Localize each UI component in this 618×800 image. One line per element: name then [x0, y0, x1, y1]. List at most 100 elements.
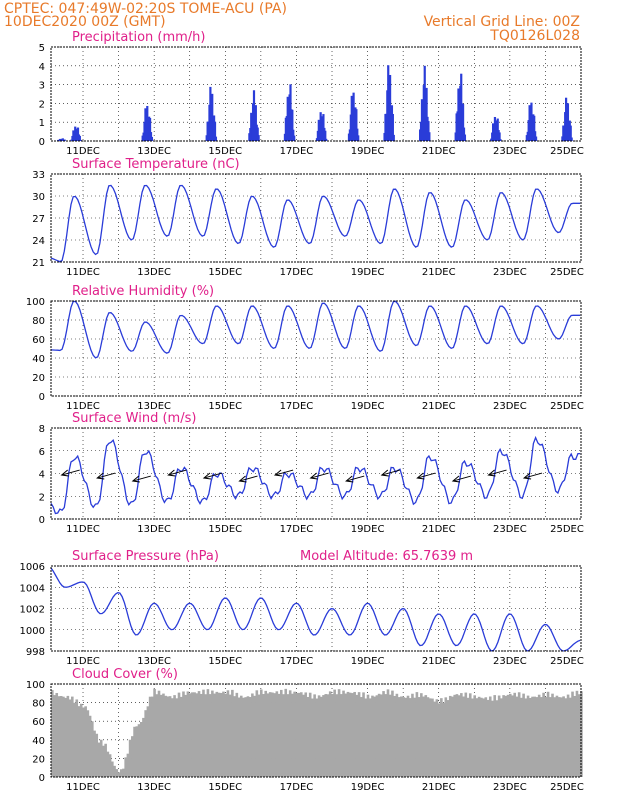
wind-arrow-head — [522, 472, 532, 480]
y-tick-label: 4 — [39, 470, 45, 481]
cloud-bar — [415, 692, 419, 777]
cloud-bar — [128, 739, 132, 777]
cloud-bar — [395, 693, 399, 777]
cloud-bar — [168, 696, 172, 777]
cloud-bar — [453, 694, 456, 777]
precip-bar — [355, 109, 358, 141]
cloud-bar — [242, 697, 245, 777]
cloud-bar — [517, 692, 521, 777]
cloud-bar — [542, 692, 545, 777]
cloud-bar — [204, 694, 207, 777]
cloud-bar — [95, 733, 99, 777]
cloud-bar — [437, 703, 441, 777]
precip-bar — [291, 109, 294, 141]
wind-arrow-head — [273, 469, 283, 477]
x-tick-label: 15DEC — [208, 146, 242, 157]
precip-bar — [292, 129, 295, 141]
cloud-bar — [91, 721, 94, 777]
cloud-bar — [546, 691, 550, 777]
cloud-bar — [497, 695, 501, 777]
x-tick-label: 25DEC — [550, 146, 584, 157]
panel-1 — [50, 46, 582, 142]
panel-title: Surface Temperature (nC) — [72, 157, 240, 172]
x-tick-label: 13DEC — [137, 782, 171, 793]
cloud-bar — [88, 715, 92, 777]
cloud-bar — [337, 689, 341, 777]
cloud-bar — [471, 698, 474, 777]
cloud-bar — [206, 689, 210, 777]
cloud-bar — [179, 696, 183, 777]
cloud-bar — [491, 700, 494, 777]
cloud-bar — [368, 698, 372, 777]
header-station: CPTEC: 047:49W-02:20S TOME-ACU (PA) — [4, 1, 287, 17]
cloud-bar — [153, 688, 156, 777]
x-tick-label: 15DEC — [208, 782, 242, 793]
y-tick-label: 5 — [39, 43, 45, 54]
cloud-bar — [406, 695, 410, 777]
cloud-bar — [535, 697, 539, 777]
cloud-bar — [457, 695, 461, 777]
cloud-bar — [502, 695, 505, 777]
y-tick-label: 0 — [39, 515, 45, 526]
x-tick-label: 17DEC — [280, 401, 314, 412]
wind-arrow — [346, 475, 365, 482]
cloud-bar — [428, 698, 432, 777]
cloud-bar — [208, 694, 212, 777]
cloud-bar — [522, 693, 525, 777]
x-tick-label: 11DEC — [66, 401, 100, 412]
x-tick-label: 17DEC — [280, 656, 314, 667]
panel-title: Precipitation (mm/h) — [72, 30, 205, 45]
cloud-bar — [295, 692, 299, 777]
cloud-bar — [297, 692, 301, 777]
precip-bar — [322, 114, 325, 141]
precip-bar — [325, 138, 328, 141]
cloud-bar — [422, 696, 425, 777]
cloud-bar — [79, 703, 83, 777]
cloud-bar — [424, 695, 428, 777]
cloud-bar — [431, 698, 434, 777]
cloud-bar — [462, 696, 465, 777]
cloud-bar — [533, 696, 537, 777]
wind-arrow-head — [60, 469, 69, 477]
precip-bar — [254, 105, 257, 141]
y-tick-label: 1002 — [20, 605, 45, 616]
cloud-bar — [173, 695, 176, 777]
cloud-bar — [231, 689, 234, 777]
cloud-bar — [262, 694, 265, 777]
cloud-bar — [375, 695, 379, 777]
cloud-bar — [466, 697, 470, 777]
cloud-bar — [148, 696, 152, 777]
cloud-bar — [455, 694, 459, 777]
precip-bar — [356, 128, 359, 141]
precip-bar — [293, 135, 296, 141]
cloud-bar — [86, 710, 90, 777]
x-tick-label: 11DEC — [66, 524, 100, 535]
cloud-bar — [417, 697, 421, 777]
cloud-bar — [413, 697, 416, 777]
wind-arrow-head — [380, 469, 389, 477]
x-tick-label: 13DEC — [137, 146, 171, 157]
wind-arrow-head — [131, 475, 140, 483]
cloud-bar — [213, 693, 216, 777]
cloud-bar — [524, 698, 528, 777]
cloud-bar — [444, 697, 448, 777]
cloud-bar — [386, 689, 390, 777]
x-tick-label: 25DEC — [550, 782, 584, 793]
x-tick-label: 11DEC — [66, 656, 100, 667]
cloud-bar — [244, 697, 248, 777]
cloud-bar — [420, 693, 423, 777]
x-tick-label: 13DEC — [137, 524, 171, 535]
panel-frame — [50, 300, 582, 397]
cloud-bar — [139, 721, 143, 777]
cloud-bar — [171, 698, 174, 777]
wind-arrow — [310, 472, 329, 479]
cloud-bar — [540, 697, 543, 777]
cloud-bar — [188, 693, 192, 777]
precip-bar — [569, 125, 572, 141]
cloud-bar — [106, 751, 110, 777]
cloud-bar — [571, 691, 574, 777]
cloud-bar — [553, 697, 557, 777]
cloud-bar — [57, 696, 61, 777]
y-tick-label: 20 — [32, 754, 45, 765]
wind-arrow-head — [167, 469, 176, 477]
